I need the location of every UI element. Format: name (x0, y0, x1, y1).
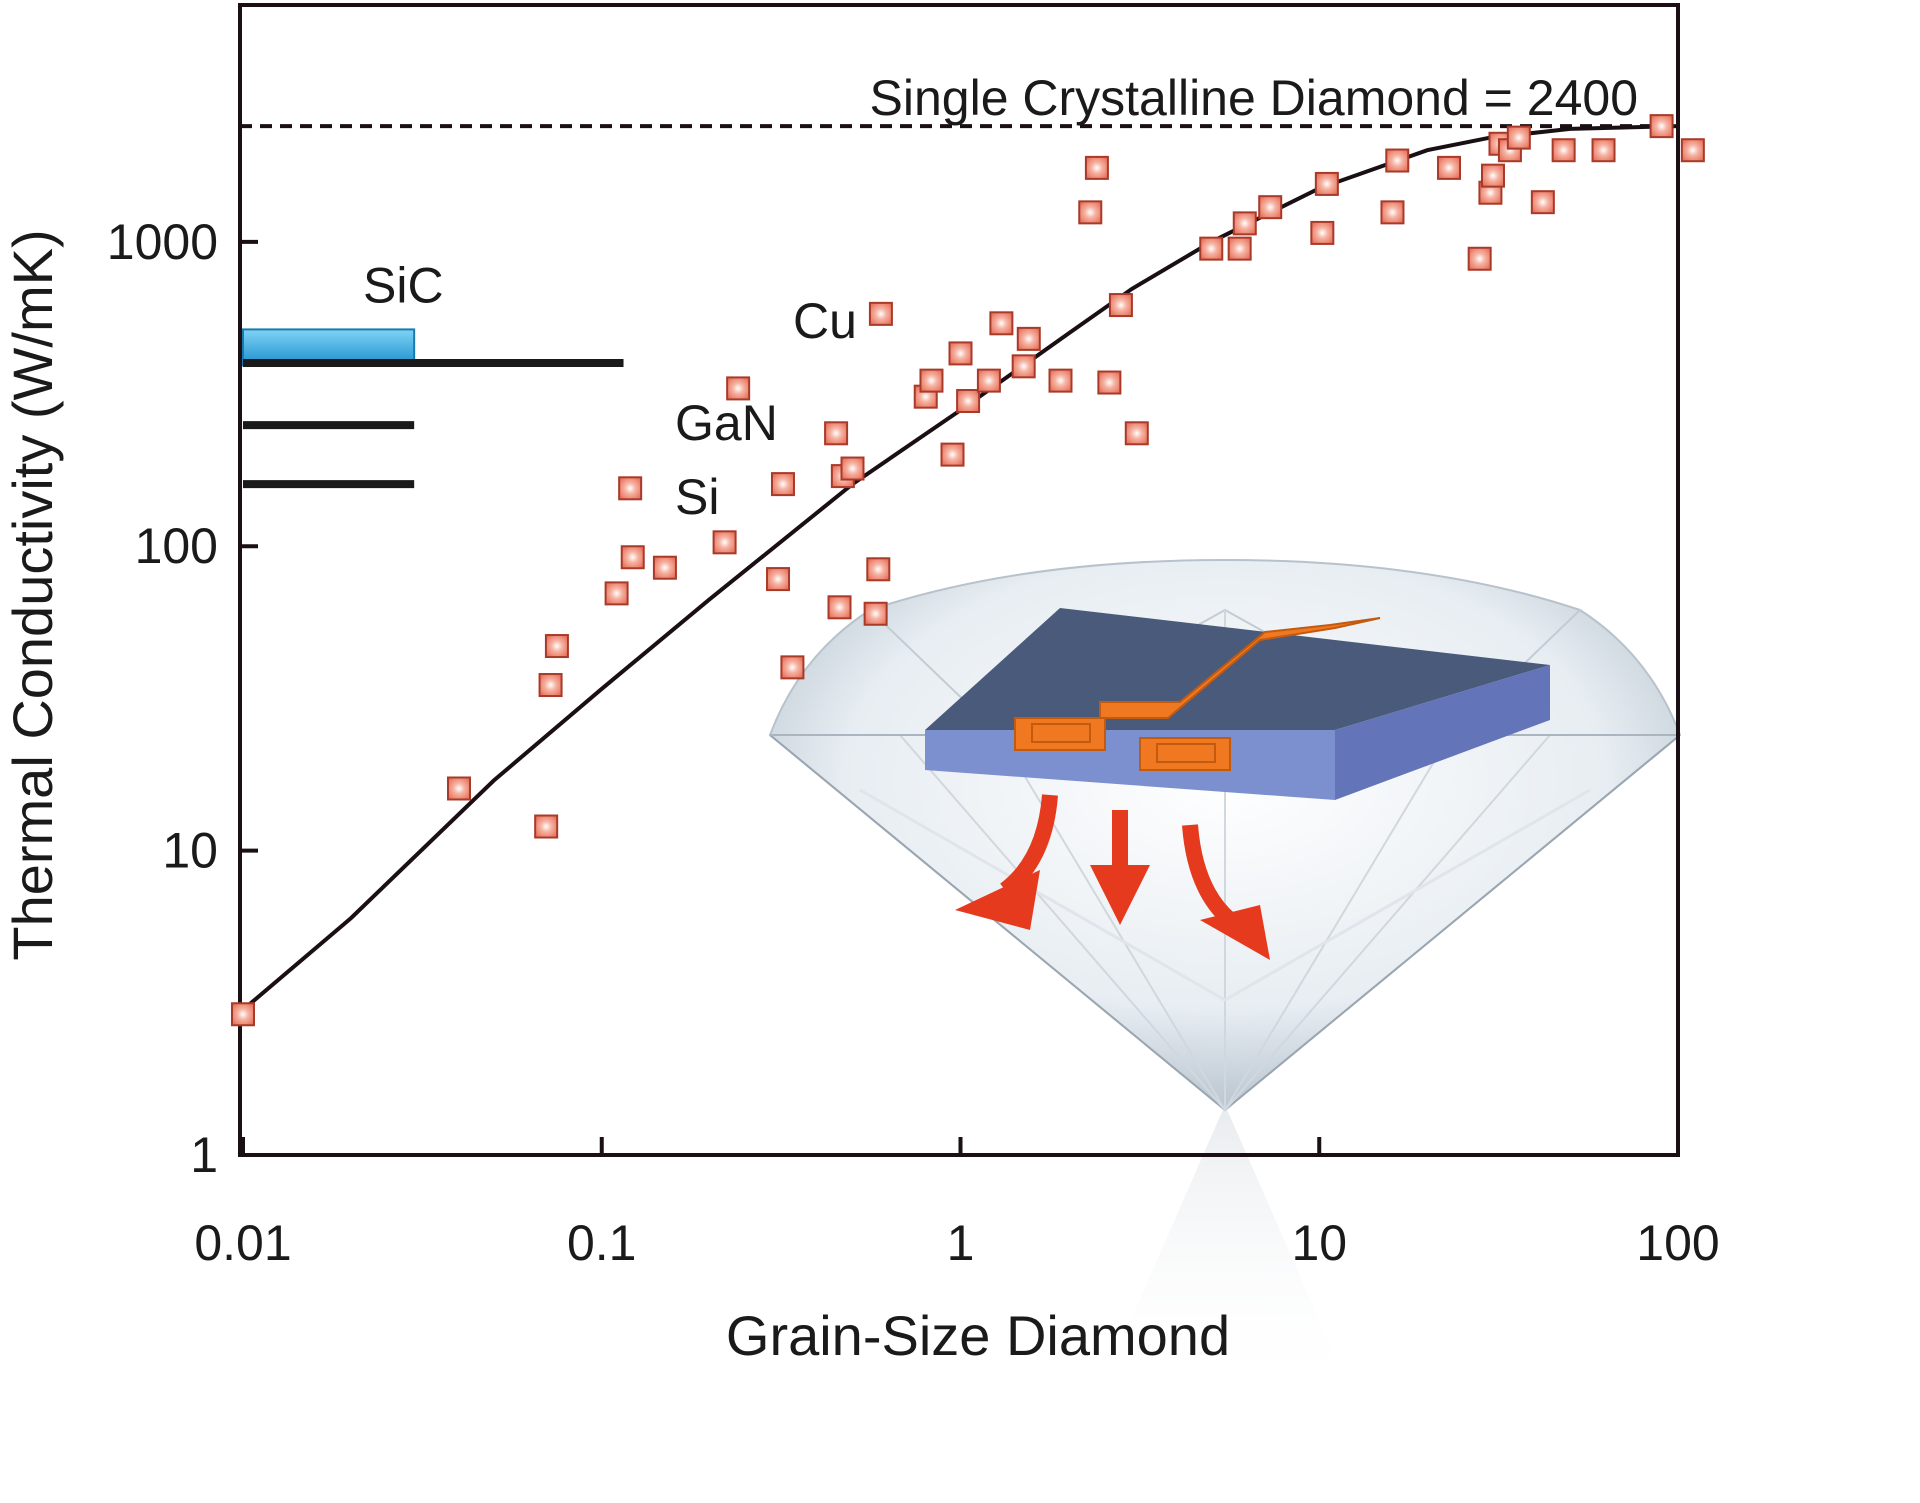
material-markers: SiC Cu GaN Si (242, 257, 857, 525)
data-point (544, 634, 569, 659)
cu-label: Cu (793, 293, 857, 349)
data-point (1258, 195, 1283, 220)
data-point (1084, 155, 1109, 180)
data-point (940, 442, 965, 467)
reference-line-label: Single Crystalline Diamond = 2400 (870, 70, 1638, 126)
heat-arrows-illustration (955, 794, 1270, 960)
data-point (1232, 211, 1257, 236)
data-point (604, 581, 629, 606)
data-point (1385, 148, 1410, 173)
fit-curve-line (241, 124, 1678, 1012)
x-axis-ticks: 0.01 0.1 1 10 100 (194, 1137, 1720, 1271)
data-point (1199, 236, 1224, 261)
device-chip-illustration (925, 608, 1550, 800)
y-tick-label: 100 (135, 518, 218, 574)
data-point (989, 311, 1014, 336)
x-axis-title: Grain-Size Diamond (726, 1304, 1230, 1367)
sic-label: SiC (363, 257, 444, 313)
data-point (1108, 293, 1133, 318)
y-tick-label: 10 (162, 823, 218, 879)
data-point (1437, 155, 1462, 180)
data-point (231, 1002, 255, 1027)
data-point (1310, 220, 1335, 245)
data-point (1551, 138, 1576, 163)
data-point (1124, 421, 1149, 446)
data-point (866, 557, 891, 582)
data-point (1467, 246, 1492, 271)
y-tick-label: 1000 (107, 214, 218, 270)
x-tick-label: 10 (1291, 1215, 1347, 1271)
data-point (712, 530, 737, 555)
x-tick-label: 0.1 (567, 1215, 637, 1271)
gan-label: GaN (675, 395, 778, 451)
data-point (1097, 370, 1122, 395)
data-point (948, 341, 973, 366)
data-point (956, 389, 981, 414)
data-point (1016, 326, 1041, 351)
data-point (1506, 125, 1531, 150)
data-point (534, 814, 559, 839)
x-tick-label: 0.01 (194, 1215, 291, 1271)
data-points (231, 114, 1705, 1027)
data-point (1680, 138, 1705, 163)
data-point (1078, 200, 1103, 225)
data-point (1048, 368, 1073, 393)
data-point (618, 476, 643, 501)
x-tick-label: 100 (1636, 1215, 1719, 1271)
data-point (1314, 171, 1339, 196)
data-point (1591, 138, 1616, 163)
data-point (780, 655, 805, 680)
data-point (652, 555, 677, 580)
data-point (919, 368, 944, 393)
data-point (770, 472, 795, 497)
data-point (863, 601, 888, 626)
data-point (1011, 354, 1036, 379)
y-tick-label: 1 (190, 1127, 218, 1183)
data-point (446, 776, 471, 801)
electrode-icon (1014, 617, 1381, 771)
data-point (766, 567, 791, 592)
data-point (840, 456, 865, 481)
data-point (1649, 114, 1674, 139)
data-point (726, 376, 751, 401)
data-point (868, 301, 893, 326)
data-point (620, 545, 645, 570)
x-tick-label: 1 (947, 1215, 975, 1271)
data-point (824, 421, 849, 446)
data-point (1480, 163, 1505, 188)
data-point (1227, 236, 1252, 261)
data-point (1380, 200, 1405, 225)
y-axis-title: Thermal Conductivity (W/mK) (1, 229, 64, 960)
data-point (827, 595, 852, 620)
data-point (976, 368, 1001, 393)
si-label: Si (675, 469, 719, 525)
data-point (538, 673, 563, 698)
data-point (1530, 190, 1555, 215)
y-axis-ticks: 1 10 100 1000 (107, 214, 258, 1183)
